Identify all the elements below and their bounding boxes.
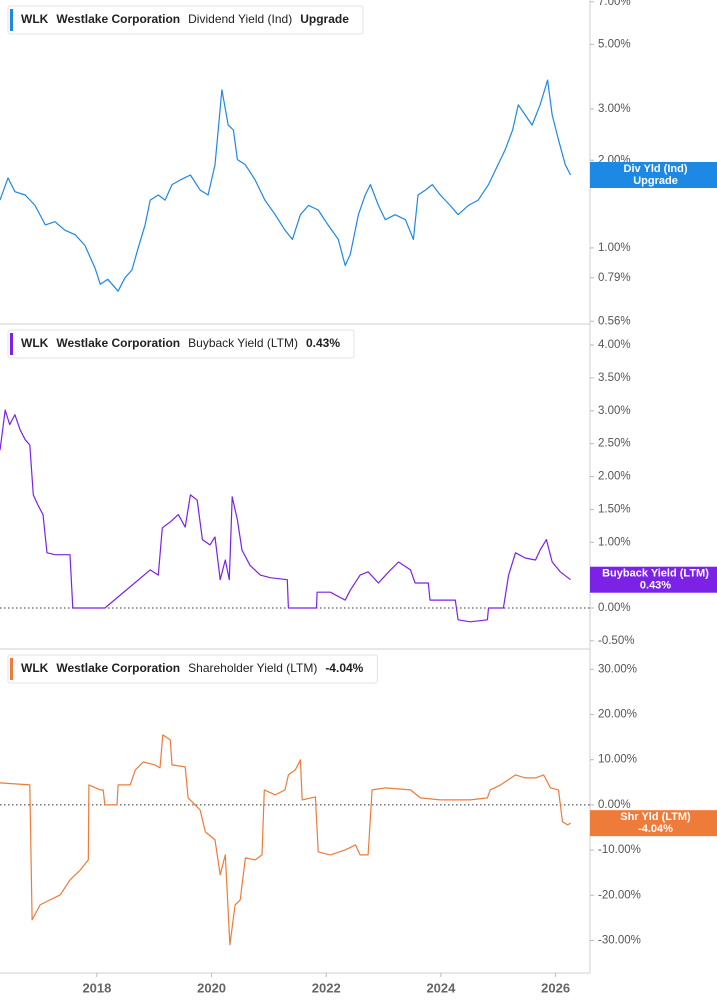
y-tick-label: 20.00% (598, 709, 637, 721)
legend-ticker: WLK (21, 336, 49, 350)
x-tick-label: 2020 (197, 980, 226, 995)
value-tag-name: Buyback Yield (LTM) (602, 568, 709, 580)
x-tick-label: 2022 (312, 980, 341, 995)
legend: WLK Westlake Corporation Dividend Yield (I… (7, 5, 364, 35)
y-tick-label: 0.79% (598, 272, 631, 284)
legend: WLK Westlake Corporation Buyback Yield (LT… (7, 329, 355, 359)
legend-ticker: WLK (21, 661, 49, 675)
value-tag (590, 810, 717, 837)
y-tick-label: 10.00% (598, 754, 637, 766)
y-tick-label: 1.00% (598, 536, 631, 548)
value-tag (590, 566, 717, 593)
legend-swatch (10, 333, 13, 355)
y-tick-label: 3.50% (598, 372, 631, 384)
legend-box (7, 5, 364, 35)
y-tick-label: 2.50% (598, 438, 631, 450)
x-tick-label: 2018 (82, 980, 111, 995)
value-tag-value: Upgrade (633, 175, 678, 187)
y-tick-label: 0.00% (598, 602, 631, 614)
value-tag-name: Shr Yld (LTM) (620, 811, 691, 823)
series-line (0, 79, 572, 292)
value-tag (590, 161, 717, 188)
legend-company: Westlake Corporation (56, 661, 180, 675)
legend-box (7, 329, 355, 359)
value-tag-value: 0.43% (640, 580, 671, 592)
legend-swatch (10, 9, 13, 31)
legend-value: Upgrade (300, 12, 349, 26)
legend-value: -4.04% (325, 661, 363, 675)
legend-company: Westlake Corporation (56, 336, 180, 350)
value-tag-value: -4.04% (638, 823, 673, 835)
y-tick-label: 2.00% (598, 471, 631, 483)
legend-company: Westlake Corporation (56, 12, 180, 26)
y-tick-label: 30.00% (598, 663, 637, 675)
y-tick-label: 3.00% (598, 405, 631, 417)
y-tick-label: 1.50% (598, 503, 631, 515)
legend-value: 0.43% (306, 336, 340, 350)
y-tick-label: 1.00% (598, 242, 631, 254)
legend-series-name: Shareholder Yield (LTM) (188, 661, 317, 675)
series-line (0, 409, 571, 623)
y-tick-label: 0.56% (598, 315, 631, 327)
y-tick-label: -20.00% (598, 889, 641, 901)
y-tick-label: -0.50% (598, 635, 634, 647)
y-tick-label: 4.00% (598, 339, 631, 351)
y-tick-label: 7.00% (598, 0, 631, 8)
value-tag-name: Div Yld (Ind) (624, 163, 688, 175)
x-tick-label: 2024 (426, 980, 456, 995)
y-tick-label: 5.00% (598, 38, 631, 50)
y-tick-label: 0.00% (598, 799, 631, 811)
legend-ticker: WLK (21, 12, 49, 26)
y-tick-label: -10.00% (598, 844, 641, 856)
y-tick-label: 3.00% (598, 103, 631, 115)
legend-box (7, 654, 378, 684)
series-line (0, 734, 571, 946)
legend-series-name: Buyback Yield (LTM) (188, 336, 298, 350)
legend: WLK Westlake Corporation Shareholder Yield… (7, 654, 378, 684)
x-tick-label: 2026 (541, 980, 570, 995)
legend-swatch (10, 658, 13, 680)
y-tick-label: -30.00% (598, 934, 641, 946)
legend-series-name: Dividend Yield (Ind) (188, 12, 292, 26)
